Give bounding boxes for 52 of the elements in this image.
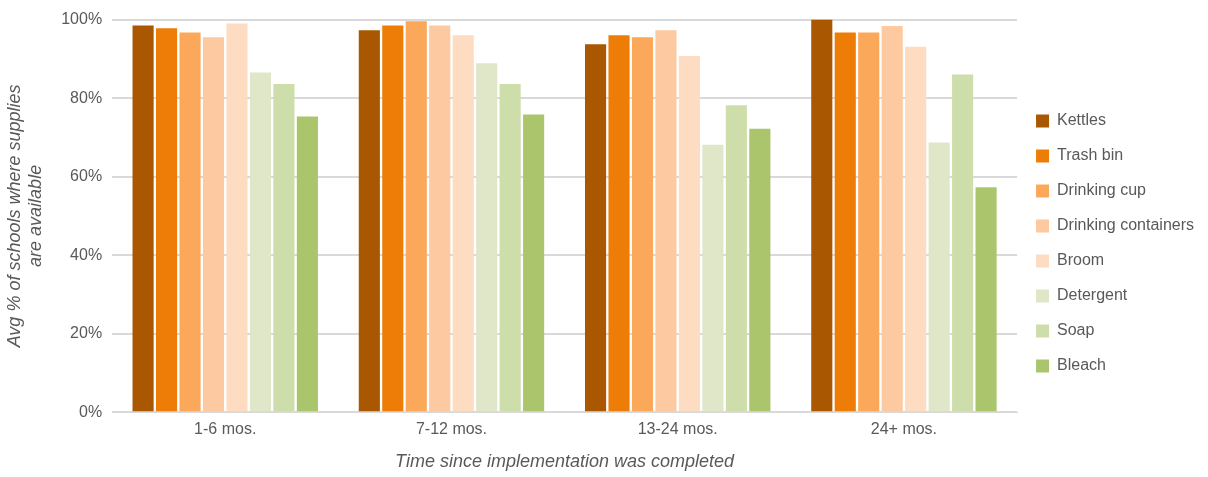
bar: [858, 32, 880, 412]
bar: [834, 32, 856, 412]
legend-label: Bleach: [1057, 356, 1106, 374]
x-tick-label: 24+ mos.: [870, 420, 938, 438]
legend-label: Drinking cup: [1057, 181, 1147, 199]
bar: [608, 35, 630, 412]
y-tick-label: 20%: [70, 324, 103, 342]
bar: [226, 23, 248, 412]
bar: [156, 28, 178, 412]
bar: [975, 187, 997, 412]
legend-label: Detergent: [1057, 286, 1128, 304]
bar: [881, 25, 903, 412]
bar: [631, 37, 654, 412]
bar: [952, 74, 974, 412]
bar: [499, 83, 521, 412]
bar: [382, 25, 404, 412]
bar: [296, 116, 318, 412]
y-tick-label: 0%: [79, 402, 103, 420]
bar: [476, 63, 498, 412]
bar: [905, 46, 927, 412]
bar: [811, 19, 833, 412]
bar: [179, 32, 201, 412]
bar: [523, 114, 545, 412]
y-tick-label: 60%: [70, 167, 103, 185]
bar: [132, 25, 154, 412]
bar: [429, 25, 451, 412]
y-tick-label: 100%: [61, 10, 103, 28]
bar: [725, 105, 747, 412]
legend-label: Soap: [1057, 321, 1095, 339]
y-tick-label: 80%: [70, 88, 103, 106]
legend-label: Broom: [1057, 251, 1105, 269]
bar: [405, 21, 427, 412]
bar: [928, 142, 950, 412]
bar: [249, 72, 272, 412]
bar: [678, 56, 700, 412]
legend-label: Drinking containers: [1057, 216, 1194, 234]
bar: [702, 144, 724, 412]
x-axis-title: Time since implementation was completed: [395, 451, 736, 472]
bar: [273, 83, 295, 412]
bar: [655, 30, 677, 412]
bar: [202, 37, 225, 412]
x-tick-label: 1-6 mos.: [194, 420, 257, 438]
legend-label: Kettles: [1057, 111, 1106, 129]
legend-label: Trash bin: [1057, 146, 1124, 164]
bar: [452, 35, 474, 412]
x-tick-label: 7-12 mos.: [415, 420, 488, 438]
bar: [584, 44, 607, 412]
y-tick-label: 40%: [70, 245, 103, 263]
y-axis-title: Avg % of schools where supplies are available: [3, 84, 46, 349]
x-tick-label: 13-24 mos.: [637, 420, 718, 438]
bar: [358, 30, 380, 412]
bar: [749, 128, 771, 412]
